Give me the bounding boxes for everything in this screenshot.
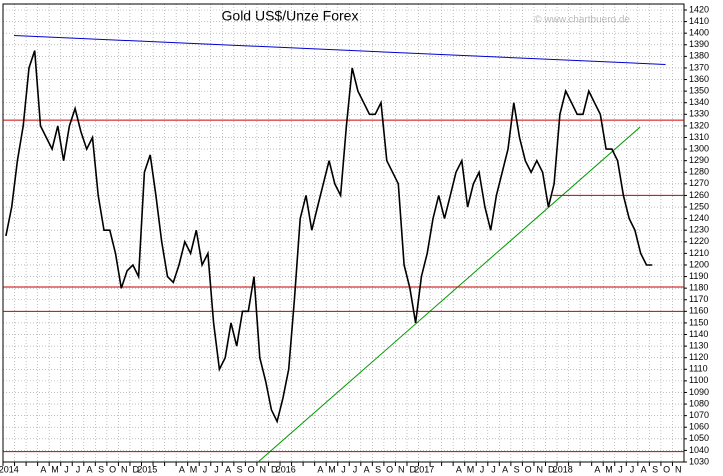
- y-tick-label: 1420: [689, 4, 709, 14]
- x-tick-label: S: [375, 464, 381, 474]
- y-tick-label: 1190: [689, 271, 708, 281]
- x-tick-label: O: [248, 464, 255, 474]
- x-tick-label: O: [663, 464, 670, 474]
- x-tick-label: J: [203, 464, 208, 474]
- x-tick-label: J: [76, 464, 81, 474]
- x-tick-label: M: [190, 464, 198, 474]
- y-tick-label: 1070: [689, 410, 709, 420]
- x-tick-label: O: [525, 464, 532, 474]
- chart-title: Gold US$/Unze Forex: [222, 8, 359, 24]
- y-tick-label: 1100: [689, 375, 708, 385]
- y-tick-label: 1200: [689, 259, 709, 269]
- y-tick-label: 1330: [689, 109, 709, 119]
- y-tick-label: 1260: [689, 190, 709, 200]
- x-tick-label: M: [328, 464, 336, 474]
- x-tick-label: N: [398, 464, 405, 474]
- x-tick-label: D: [548, 464, 555, 474]
- x-tick-label: J: [341, 464, 346, 474]
- y-tick-label: 1110: [689, 364, 708, 374]
- y-tick-label: 1130: [689, 340, 708, 350]
- x-tick-label: 2016: [276, 464, 296, 474]
- x-tick-label: A: [364, 464, 370, 474]
- y-tick-label: 1060: [689, 422, 709, 432]
- x-tick-label: A: [594, 464, 600, 474]
- x-tick-label: J: [353, 464, 358, 474]
- x-tick-label: A: [317, 464, 323, 474]
- y-tick-label: 1050: [689, 433, 709, 443]
- x-tick-label: 2015: [137, 464, 157, 474]
- y-tick-label: 1220: [689, 236, 709, 246]
- y-tick-label: 1370: [689, 62, 709, 72]
- y-tick-label: 1400: [689, 28, 709, 38]
- y-tick-label: 1290: [689, 155, 709, 165]
- watermark: © www.chartbuero.de: [534, 15, 630, 26]
- x-tick-label: A: [502, 464, 508, 474]
- y-tick-label: 1390: [689, 39, 709, 49]
- y-tick-label: 1380: [689, 51, 709, 61]
- y-tick-label: 1310: [689, 132, 709, 142]
- y-tick-label: 1120: [689, 352, 708, 362]
- y-tick-label: 1140: [689, 329, 708, 339]
- x-tick-label: J: [618, 464, 623, 474]
- x-tick-label: O: [109, 464, 116, 474]
- y-tick-label: 1230: [689, 225, 709, 235]
- x-tick-label: J: [214, 464, 219, 474]
- y-tick-label: 1280: [689, 167, 709, 177]
- y-tick-label: 1150: [689, 317, 708, 327]
- plot-frame: [2, 3, 685, 463]
- x-tick-label: J: [480, 464, 485, 474]
- x-tick-label: J: [491, 464, 496, 474]
- x-tick-label: S: [98, 464, 104, 474]
- x-tick-label: N: [121, 464, 128, 474]
- x-tick-label: J: [630, 464, 635, 474]
- y-tick-label: 1090: [689, 387, 709, 397]
- trendline: [13, 34, 666, 65]
- y-tick-label: 1160: [689, 306, 708, 316]
- y-tick-label: 1300: [689, 143, 709, 153]
- x-tick-label: A: [456, 464, 462, 474]
- price-line: [5, 50, 653, 424]
- x-tick-label: S: [514, 464, 520, 474]
- x-tick-label: 2017: [414, 464, 434, 474]
- y-tick-label: 1350: [689, 86, 709, 96]
- y-tick-label: 1040: [689, 445, 709, 455]
- x-tick-label: N: [536, 464, 543, 474]
- x-tick-label: J: [64, 464, 69, 474]
- y-tick-label: 1240: [689, 213, 709, 223]
- y-tick-label: 1030: [689, 456, 709, 466]
- x-tick-label: D: [410, 464, 417, 474]
- x-tick-label: S: [652, 464, 658, 474]
- y-tick-label: 1360: [689, 74, 709, 84]
- y-tick-label: 1180: [689, 283, 708, 293]
- x-tick-label: A: [225, 464, 231, 474]
- x-tick-label: 2014: [0, 464, 19, 474]
- x-tick-label: S: [237, 464, 243, 474]
- trendline: [257, 126, 641, 463]
- x-tick-label: A: [40, 464, 46, 474]
- y-tick-label: 1340: [689, 97, 709, 107]
- x-tick-label: 2018: [553, 464, 573, 474]
- y-tick-label: 1250: [689, 201, 709, 211]
- x-tick-label: N: [675, 464, 682, 474]
- x-tick-label: A: [179, 464, 185, 474]
- x-tick-label: M: [605, 464, 613, 474]
- y-tick-label: 1320: [689, 120, 709, 130]
- y-tick-label: 1410: [689, 16, 709, 26]
- x-tick-label: M: [467, 464, 475, 474]
- x-tick-label: D: [132, 464, 139, 474]
- y-tick-label: 1270: [689, 178, 709, 188]
- x-tick-label: A: [641, 464, 647, 474]
- y-tick-label: 1210: [689, 248, 709, 258]
- x-tick-label: D: [271, 464, 278, 474]
- x-tick-label: N: [259, 464, 266, 474]
- y-tick-label: 1080: [689, 398, 709, 408]
- y-tick-label: 1170: [689, 294, 708, 304]
- x-tick-label: M: [51, 464, 59, 474]
- x-tick-label: A: [87, 464, 93, 474]
- x-tick-label: O: [386, 464, 393, 474]
